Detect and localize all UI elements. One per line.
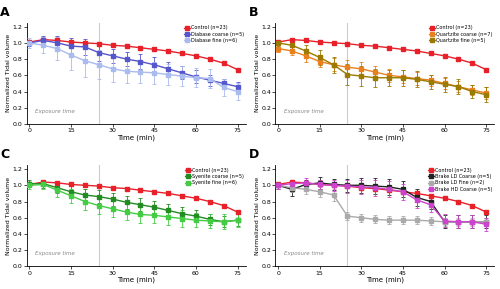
Text: A: A (0, 5, 10, 18)
Y-axis label: Normalized Tidal volume: Normalized Tidal volume (6, 177, 12, 255)
Legend: Control (n=23), Quartzite coarse (n=7), Quartzite fine (n=5): Control (n=23), Quartzite coarse (n=7), … (428, 24, 494, 45)
Text: D: D (249, 148, 260, 161)
Text: Exposure time: Exposure time (36, 251, 75, 256)
Y-axis label: Normalized Tidal volume: Normalized Tidal volume (255, 34, 260, 112)
Legend: Control (n=23), Syenite coarse (n=5), Syenite fine (n=6): Control (n=23), Syenite coarse (n=5), Sy… (184, 166, 246, 187)
X-axis label: Time (min): Time (min) (366, 134, 404, 141)
Text: Exposure time: Exposure time (284, 251, 324, 256)
X-axis label: Time (min): Time (min) (118, 277, 156, 284)
Legend: Control (n=23), Diabase coarse (n=5), Diabase fine (n=6): Control (n=23), Diabase coarse (n=5), Di… (182, 24, 246, 45)
Y-axis label: Normalized Tidal volume: Normalized Tidal volume (6, 34, 12, 112)
Y-axis label: Normalized Tidal volume: Normalized Tidal volume (255, 177, 260, 255)
X-axis label: Time (min): Time (min) (366, 277, 404, 284)
Text: Exposure time: Exposure time (284, 109, 324, 114)
Text: Exposure time: Exposure time (36, 109, 75, 114)
Text: C: C (0, 148, 10, 161)
X-axis label: Time (min): Time (min) (118, 134, 156, 141)
Legend: Control (n=23), Brake LD Coarse (n=5), Brake LD Fine (n=2), Brake HD Coarse (n=5: Control (n=23), Brake LD Coarse (n=5), B… (426, 166, 494, 193)
Text: B: B (249, 5, 258, 18)
